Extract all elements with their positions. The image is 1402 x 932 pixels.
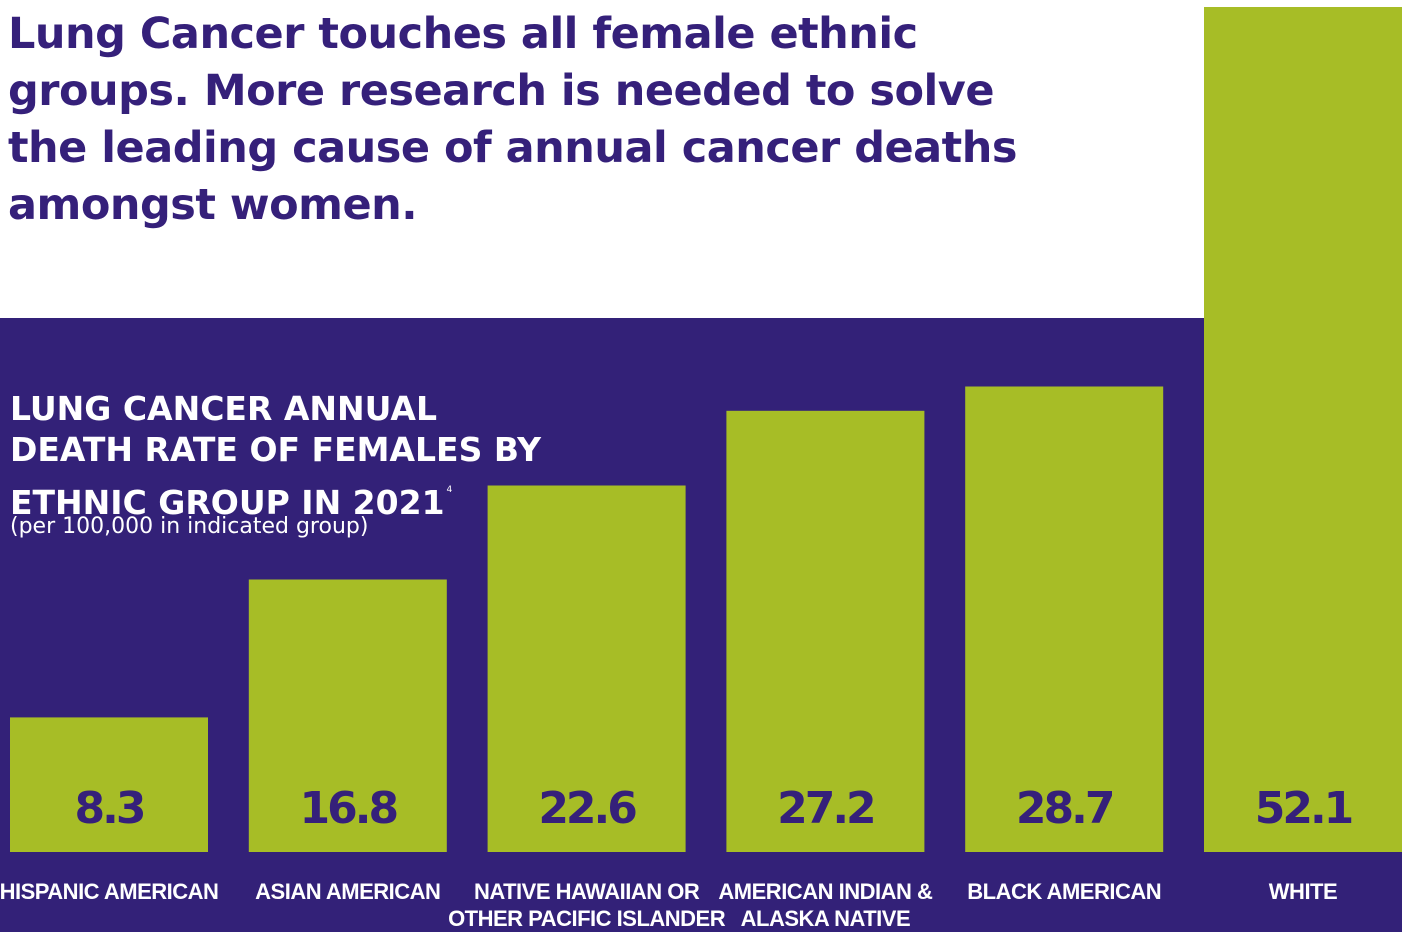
category-label: AMERICAN INDIAN & ALASKA NATIVE <box>718 879 933 931</box>
category-label-line: OTHER PACIFIC ISLANDER <box>448 906 726 931</box>
category-label-line: HISPANIC AMERICAN <box>0 879 218 904</box>
category-label-line: NATIVE HAWAIIAN OR <box>474 879 700 904</box>
bar-value-label: 8.3 <box>75 783 144 834</box>
category-label-line: ASIAN AMERICAN <box>255 879 440 904</box>
category-label: WHITE <box>1269 879 1337 904</box>
chart-subtitle: (per 100,000 in indicated group) <box>10 514 369 539</box>
category-label-line: BLACK AMERICAN <box>967 879 1161 904</box>
bar-value-label: 52.1 <box>1255 783 1352 834</box>
bar-6 <box>1204 7 1402 852</box>
category-label: BLACK AMERICAN <box>967 879 1161 904</box>
bar-value-label: 22.6 <box>538 783 636 834</box>
category-label-line: ALASKA NATIVE <box>741 906 911 931</box>
chart-title-footnote: 4 <box>446 485 453 495</box>
chart-title-text: LUNG CANCER ANNUAL DEATH RATE OF FEMALES… <box>10 389 542 522</box>
category-label-line: AMERICAN INDIAN & <box>718 879 933 904</box>
chart-title: LUNG CANCER ANNUAL DEATH RATE OF FEMALES… <box>10 388 570 523</box>
bar-1 <box>10 717 208 852</box>
headline: Lung Cancer touches all female ethnic gr… <box>8 9 1017 230</box>
bar-3 <box>487 485 686 852</box>
category-label: ASIAN AMERICAN <box>255 879 440 904</box>
bar-value-label: 16.8 <box>300 783 397 834</box>
chart-panel <box>0 318 1402 932</box>
bar-4 <box>726 410 925 852</box>
category-label: NATIVE HAWAIIAN OR OTHER PACIFIC ISLANDER <box>448 879 726 931</box>
bar-2 <box>248 579 447 852</box>
category-label-line: WHITE <box>1269 879 1337 904</box>
bar-value-label: 28.7 <box>1016 783 1113 834</box>
bar-5 <box>965 386 1164 852</box>
category-label: HISPANIC AMERICAN <box>0 879 218 904</box>
bar-value-label: 27.2 <box>777 783 874 834</box>
